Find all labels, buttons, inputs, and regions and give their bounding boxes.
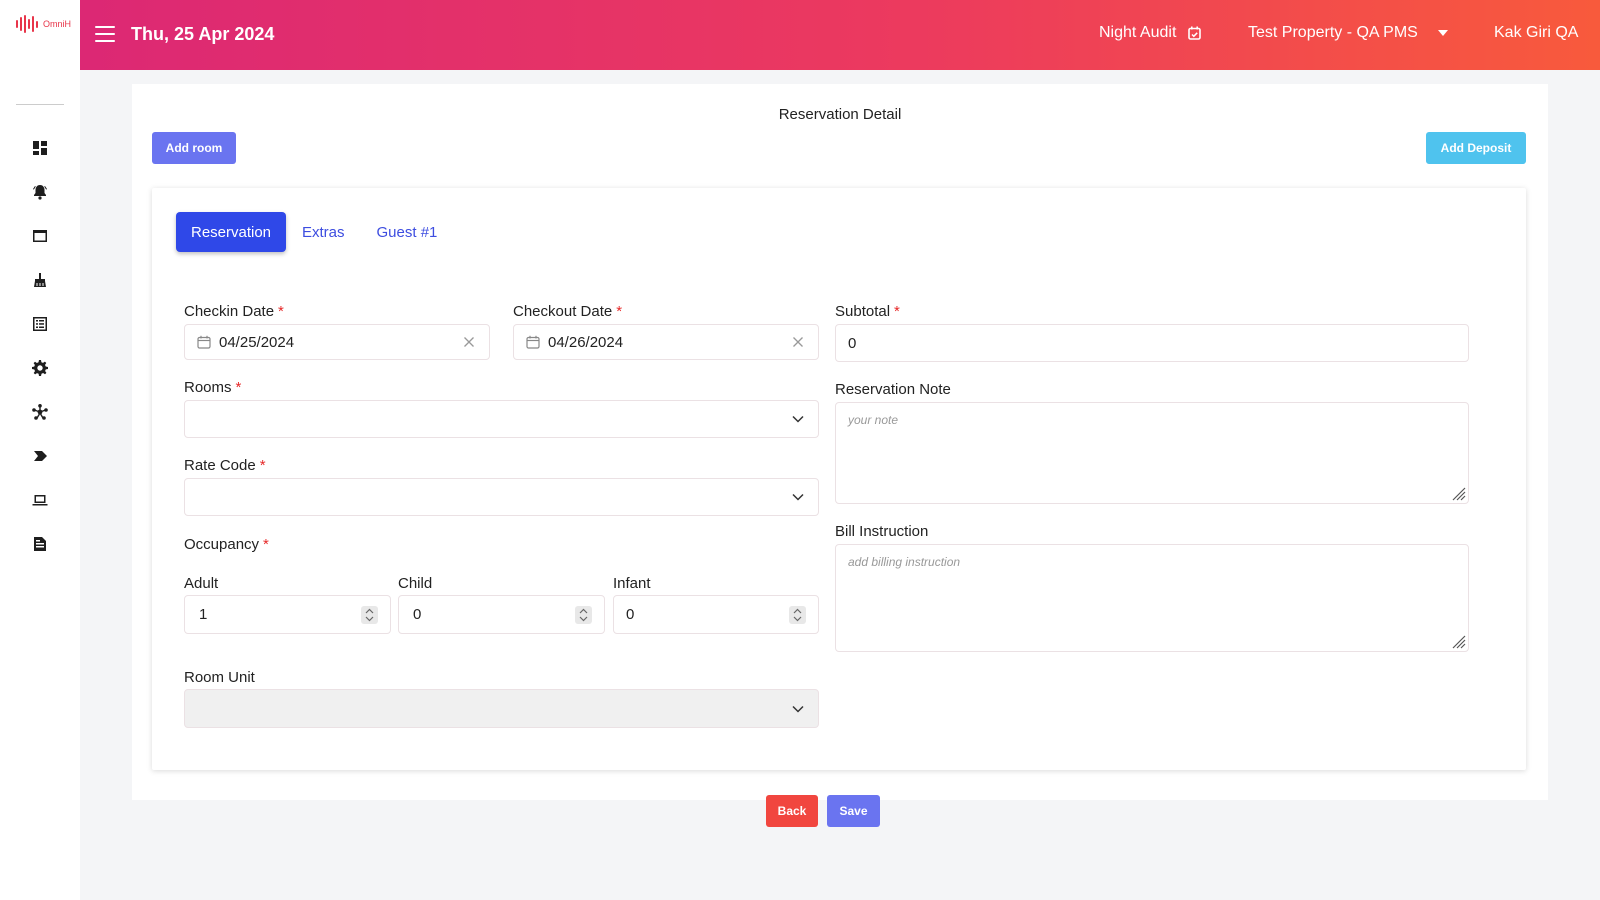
subtotal-label: Subtotal * (835, 303, 900, 320)
cleaning-icon (34, 273, 46, 287)
tab-guest-1[interactable]: Guest #1 (376, 223, 438, 241)
reservation-page: Reservation Detail Add room Add Deposit … (132, 84, 1548, 800)
adult-label: Adult (184, 575, 219, 592)
night-audit-label: Night Audit (1099, 24, 1177, 41)
occupancy-label: Occupancy * (184, 536, 269, 553)
reservation-note-textarea[interactable]: your note (835, 402, 1469, 504)
adult-value: 1 (199, 606, 208, 623)
asterisk-icon (32, 404, 48, 420)
tab-extras[interactable]: Extras (302, 223, 345, 241)
sidebar-item-dashboard[interactable] (0, 126, 80, 170)
window-icon (33, 230, 47, 242)
subtotal-input[interactable]: 0 (835, 324, 1469, 362)
resize-handle-icon[interactable] (1450, 633, 1466, 649)
bill-instruction-placeholder: add billing instruction (848, 555, 961, 569)
property-name: Test Property - QA PMS (1248, 24, 1418, 41)
child-label: Child (398, 575, 433, 592)
sidebar-item-reports[interactable] (0, 522, 80, 566)
business-date: Thu, 25 Apr 2024 (131, 24, 275, 44)
checkin-date-label: Checkin Date * (184, 303, 284, 320)
child-value: 0 (413, 606, 422, 623)
back-button[interactable]: Back (766, 795, 818, 827)
sidebar-divider (16, 104, 64, 105)
sidebar-item-rates[interactable] (0, 434, 80, 478)
list-icon (33, 317, 47, 331)
reservation-note-placeholder: your note (848, 413, 899, 427)
app-logo[interactable]: OmniH (16, 14, 71, 34)
chevron-down-icon (792, 415, 804, 423)
laptop-icon (32, 495, 48, 506)
chevron-down-icon (792, 493, 804, 501)
user-menu[interactable]: Kak Giri QA (1494, 24, 1579, 41)
sidebar-item-settings[interactable] (0, 346, 80, 390)
tab-reservation[interactable]: Reservation (176, 212, 286, 252)
sidebar-item-housekeeping[interactable] (0, 258, 80, 302)
rooms-select[interactable] (184, 400, 819, 438)
caret-down-icon (1437, 30, 1448, 36)
calendar-icon (197, 335, 211, 349)
rate-code-select[interactable] (184, 478, 819, 516)
infant-value: 0 (626, 606, 635, 623)
report-icon (34, 537, 46, 551)
checkout-date-input[interactable]: 04/26/2024 (513, 324, 819, 360)
sidebar: OmniH (0, 0, 80, 900)
subtotal-value: 0 (848, 334, 857, 352)
sidebar-nav (0, 126, 80, 566)
form-tabs: Reservation Extras Guest #1 (176, 212, 453, 252)
dashboard-icon (33, 141, 47, 155)
sidebar-item-reservations[interactable] (0, 302, 80, 346)
logo-mark (16, 14, 38, 34)
stepper-icon[interactable] (575, 606, 592, 624)
logo-text: OmniH (43, 19, 72, 29)
reservation-form-card: Reservation Extras Guest #1 Checkin Date… (152, 188, 1526, 770)
add-room-button[interactable]: Add room (152, 132, 236, 164)
chevron-down-icon (792, 705, 804, 713)
stepper-icon[interactable] (361, 606, 378, 624)
infant-input[interactable]: 0 (613, 595, 819, 634)
stepper-icon[interactable] (789, 606, 806, 624)
rooms-label: Rooms * (184, 379, 242, 396)
calendar-check-icon (1188, 26, 1202, 40)
alarm-bell-icon (33, 185, 47, 200)
tag-icon (34, 451, 47, 461)
calendar-icon (526, 335, 540, 349)
sidebar-item-integrations[interactable] (0, 390, 80, 434)
clear-checkout-icon[interactable] (792, 336, 804, 348)
sidebar-item-frontdesk[interactable] (0, 214, 80, 258)
checkout-date-value: 04/26/2024 (548, 333, 624, 351)
night-audit-button[interactable]: Night Audit (1099, 24, 1202, 42)
rate-code-label: Rate Code * (184, 457, 266, 474)
reservation-note-label: Reservation Note (835, 381, 951, 398)
top-header: Thu, 25 Apr 2024 Night Audit Test Proper… (80, 0, 1600, 70)
property-selector[interactable]: Test Property - QA PMS (1248, 24, 1448, 42)
sidebar-item-alerts[interactable] (0, 170, 80, 214)
gear-icon (32, 360, 48, 376)
page-title: Reservation Detail (778, 106, 902, 123)
infant-label: Infant (613, 575, 651, 592)
sidebar-item-pos[interactable] (0, 478, 80, 522)
adult-input[interactable]: 1 (184, 595, 391, 634)
clear-checkin-icon[interactable] (463, 336, 475, 348)
checkin-date-value: 04/25/2024 (219, 333, 295, 351)
checkout-date-label: Checkout Date * (513, 303, 623, 320)
room-unit-label: Room Unit (184, 669, 255, 686)
bill-instruction-textarea[interactable]: add billing instruction (835, 544, 1469, 652)
resize-handle-icon[interactable] (1450, 485, 1466, 501)
menu-toggle-button[interactable] (95, 26, 115, 42)
save-button[interactable]: Save (827, 795, 880, 827)
child-input[interactable]: 0 (398, 595, 605, 634)
room-unit-select[interactable] (184, 689, 819, 728)
checkin-date-input[interactable]: 04/25/2024 (184, 324, 490, 360)
add-deposit-button[interactable]: Add Deposit (1426, 132, 1526, 164)
bill-instruction-label: Bill Instruction (835, 523, 929, 540)
